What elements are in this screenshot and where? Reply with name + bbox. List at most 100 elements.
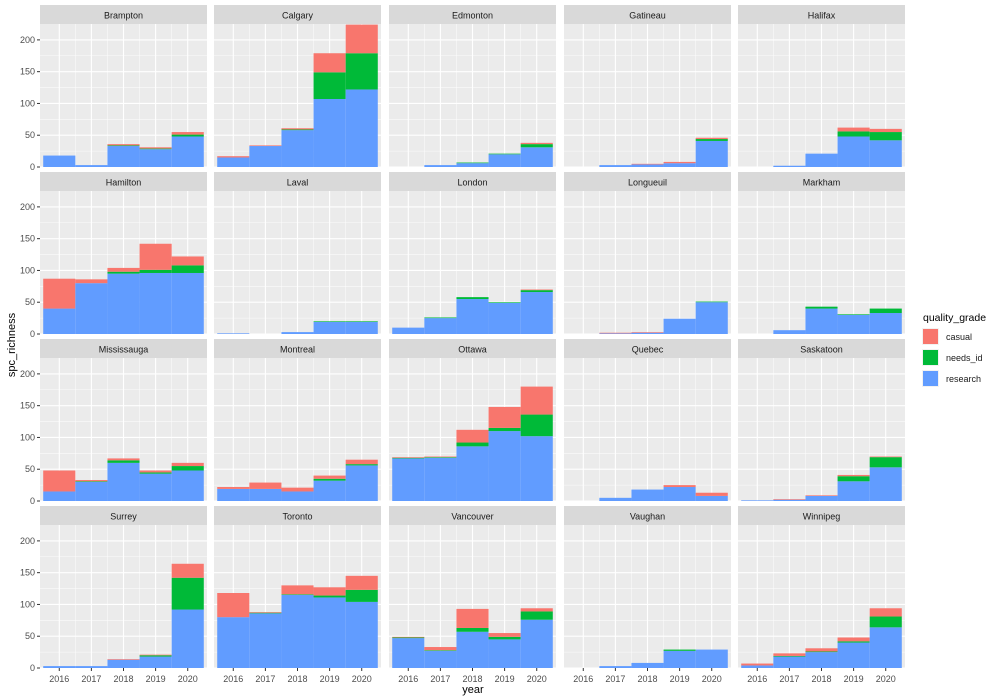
facet-strip-label: Halifax <box>808 11 836 21</box>
facet-panel: Winnipeg 2016 2017 2018 2019 2020 <box>738 506 905 684</box>
bar-segment-casual <box>869 456 902 458</box>
x-tick-label: 2017 <box>81 674 101 684</box>
legend-swatch-needs_id <box>923 350 938 365</box>
y-axis-title: spc_richness <box>6 312 18 377</box>
x-tick-label: 2020 <box>702 674 722 684</box>
bar-segment-needs_id <box>171 265 204 273</box>
bar-segment-research <box>520 147 553 167</box>
bar-segment-needs_id <box>695 301 728 303</box>
bar-segment-needs_id <box>392 637 425 639</box>
facet-strip-label: Gatineau <box>629 11 666 21</box>
bar-segment-casual <box>663 161 696 164</box>
bar-segment-needs_id <box>456 297 489 300</box>
facet-panel: Vaughan 2016 2017 2018 2019 2020 <box>564 506 731 684</box>
y-tick-label: 50 <box>25 130 35 140</box>
bar-segment-casual <box>631 163 664 165</box>
bar-segment-needs_id <box>869 308 902 314</box>
facet-panel: Hamilton 0 50 100 150 200 <box>20 172 207 339</box>
bar-segment-needs_id <box>345 464 378 466</box>
bar-segment-casual <box>171 132 204 135</box>
facet-strip-label: Winnipeg <box>803 512 841 522</box>
bar-segment-casual <box>139 654 172 656</box>
x-tick-label: 2016 <box>573 674 593 684</box>
facet-strip <box>40 172 207 191</box>
bar-segment-research <box>249 488 282 501</box>
bar-segment-research <box>75 666 108 668</box>
facet-panel: Montreal <box>214 339 381 502</box>
bar-segment-research <box>695 649 728 668</box>
facet-strip <box>214 5 381 24</box>
bar-segment-casual <box>345 24 378 54</box>
facet-panel: Mississauga 0 50 100 150 200 <box>20 339 207 506</box>
bar-segment-needs_id <box>171 466 204 471</box>
bar-segment-research <box>392 458 425 501</box>
bar-segment-research <box>741 665 774 668</box>
bar-segment-casual <box>281 128 314 130</box>
x-tick-label: 2019 <box>495 674 515 684</box>
bar-segment-needs_id <box>281 594 314 595</box>
x-tick-label: 2016 <box>223 674 243 684</box>
facet-strip-label: Saskatoon <box>800 345 843 355</box>
facet-panel: Toronto 2016 2017 2018 2019 2020 <box>214 506 381 684</box>
bar-segment-research <box>217 617 250 668</box>
bar-segment-casual <box>217 593 250 618</box>
bar-segment-research <box>805 308 838 334</box>
bar-segment-needs_id <box>520 290 553 293</box>
y-tick-label: 100 <box>20 265 35 275</box>
bar-segment-needs_id <box>171 577 204 610</box>
facet-strip <box>214 172 381 191</box>
bar-segment-needs_id <box>488 302 521 303</box>
bar-segment-research <box>773 165 806 167</box>
bar-segment-research <box>171 272 204 334</box>
x-tick-label: 2019 <box>844 674 864 684</box>
bar-segment-needs_id <box>424 317 457 319</box>
bar-segment-needs_id <box>520 611 553 620</box>
bar-segment-casual <box>43 470 76 492</box>
bar-segment-research <box>313 321 346 334</box>
bar-segment-casual <box>663 485 696 488</box>
bar-segment-research <box>424 650 457 668</box>
x-tick-label: 2017 <box>779 674 799 684</box>
legend-label-research: research <box>946 374 981 384</box>
bar-segment-research <box>488 302 521 334</box>
bar-segment-casual <box>837 637 870 642</box>
bar-segment-research <box>171 609 204 668</box>
bar-segment-research <box>345 321 378 334</box>
x-tick-label: 2016 <box>49 674 69 684</box>
bar-segment-needs_id <box>424 650 457 651</box>
x-tick-label: 2020 <box>527 674 547 684</box>
x-tick-label: 2018 <box>811 674 831 684</box>
bar-segment-research <box>663 650 696 668</box>
facet-panel: Halifax <box>738 5 905 168</box>
bar-segment-needs_id <box>424 457 457 458</box>
facet-panel: London <box>389 172 556 335</box>
bar-segment-needs_id <box>139 148 172 150</box>
bar-segment-research <box>773 330 806 334</box>
x-tick-label: 2018 <box>113 674 133 684</box>
y-tick-label: 100 <box>20 98 35 108</box>
bar-segment-research <box>75 481 108 501</box>
bar-segment-research <box>345 465 378 501</box>
bar-segment-needs_id <box>456 162 489 164</box>
bar-segment-research <box>695 495 728 501</box>
bar-segment-research <box>488 154 521 167</box>
bar-segment-casual <box>805 648 838 652</box>
facet-panel: Saskatoon <box>738 339 905 502</box>
bar-segment-research <box>456 163 489 167</box>
facet-strip <box>564 339 731 358</box>
facet-panel: Longueuil <box>564 172 731 335</box>
bar-segment-needs_id <box>249 612 282 614</box>
bar-segment-research <box>631 662 664 668</box>
bar-segment-research <box>313 480 346 501</box>
facet-strip-label: Laval <box>287 178 309 188</box>
legend-label-needs_id: needs_id <box>946 353 983 363</box>
bar-segment-casual <box>107 458 140 461</box>
x-tick-label: 2020 <box>352 674 372 684</box>
bar-segment-needs_id <box>139 472 172 474</box>
bar-segment-casual <box>599 332 632 334</box>
bar-segment-casual <box>869 128 902 133</box>
bar-segment-casual <box>773 653 806 656</box>
bar-segment-needs_id <box>805 306 838 309</box>
y-tick-label: 200 <box>20 369 35 379</box>
bar-segment-needs_id <box>663 649 696 651</box>
